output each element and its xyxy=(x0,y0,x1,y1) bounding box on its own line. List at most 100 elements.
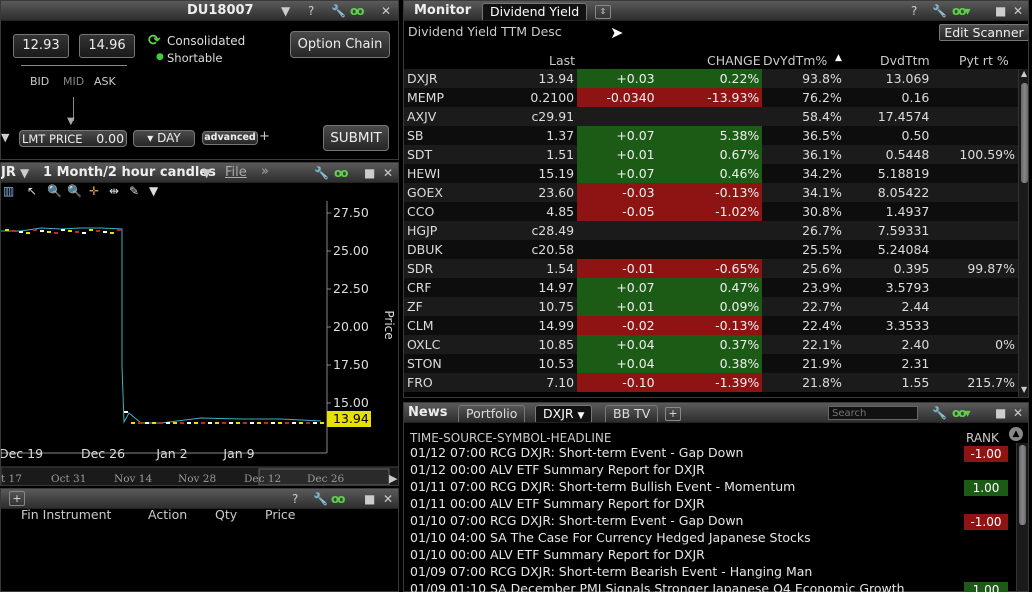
table-row[interactable]: GOEX 23.60 -0.03 -0.13% 34.1% 8.05422 xyxy=(404,183,1018,202)
table-row[interactable]: SDR 1.54 -0.01 -0.65% 25.6% 0.395 99.87% xyxy=(404,259,1018,278)
news-collapse-icon[interactable]: ▲ xyxy=(1009,427,1023,441)
account-dropdown-icon[interactable]: ▼ xyxy=(281,4,291,18)
news-item[interactable]: 01/11 00:00 ALV ETF Summary Report for D… xyxy=(410,496,705,511)
close-icon[interactable]: ✕ xyxy=(381,4,392,18)
wrench-icon[interactable]: 🔧 xyxy=(331,4,346,18)
table-row[interactable]: MEMP 0.2100 -0.0340 -13.93% 76.2% 0.16 xyxy=(404,88,1018,107)
chart-period[interactable]: 1 Month/2 hour candles xyxy=(43,165,216,180)
news-item[interactable]: 01/10 00:00 ALV ETF Summary Report for D… xyxy=(410,547,705,562)
col-price[interactable]: Price xyxy=(265,507,296,522)
crosshair-icon[interactable]: ✛ xyxy=(89,184,100,198)
refresh-icon[interactable]: ⟳ xyxy=(148,31,161,49)
pan-icon[interactable]: ⇹ xyxy=(109,184,120,198)
toolbar-more-icon[interactable]: ▼ xyxy=(149,184,159,198)
table-row[interactable]: OXLC 10.85 +0.04 0.37% 22.1% 2.40 0% xyxy=(404,335,1018,354)
news-item[interactable]: 01/12 00:00 ALV ETF Summary Report for D… xyxy=(410,462,705,477)
tab-scroll-icon[interactable]: ⇕ xyxy=(595,5,611,19)
news-item[interactable]: 01/10 07:00 RCG DXJR: Short-term Event -… xyxy=(410,513,744,528)
submit-button[interactable]: SUBMIT xyxy=(323,125,389,151)
chart-link-icon[interactable]: oo xyxy=(334,166,348,180)
zoom-out-icon[interactable]: 🔍 xyxy=(67,184,82,198)
news-item[interactable]: 01/09 07:00 RCG DXJR: Short-term Bearish… xyxy=(410,564,813,579)
table-row[interactable]: SB 1.37 +0.07 5.38% 36.5% 0.50 xyxy=(404,126,1018,145)
help-icon[interactable]: ? xyxy=(308,4,315,18)
chart-wrench-icon[interactable]: 🔧 xyxy=(314,166,329,180)
tab-dividend-yield[interactable]: Dividend Yield xyxy=(482,3,588,20)
table-row[interactable]: DXJR 13.94 +0.03 0.22% 93.8% 13.069 xyxy=(404,69,1018,88)
col-dvdttm[interactable]: DvdTtm xyxy=(880,53,930,68)
option-chain-button[interactable]: Option Chain xyxy=(290,31,390,58)
monitor-help-icon[interactable]: ? xyxy=(911,4,918,18)
side-dropdown-icon[interactable]: ▼ xyxy=(1,131,10,144)
news-item[interactable]: 01/12 07:00 RCG DXJR: Short-term Event -… xyxy=(410,445,744,460)
table-row[interactable]: FRO 7.10 -0.10 -1.39% 21.8% 1.55 215.7% xyxy=(404,373,1018,392)
table-row[interactable]: HGJP c28.49 26.7% 7.59331 xyxy=(404,221,1018,240)
tab-monitor[interactable]: Monitor xyxy=(414,3,472,18)
navigator-right-icon[interactable]: ▶ xyxy=(389,472,398,485)
chart-minimize-icon[interactable]: ■ xyxy=(364,166,376,180)
navigator-bar[interactable]: t 17 Oct 31 Nov 14 Nov 28 Dec 12 Dec 26 ▶ xyxy=(1,466,399,486)
table-row[interactable]: SDT 1.51 +0.01 0.67% 36.1% 0.5448 100.59% xyxy=(404,145,1018,164)
ask-price[interactable]: 14.96 xyxy=(79,34,135,58)
more-menu[interactable]: » xyxy=(261,164,269,179)
monitor-scrollbar[interactable]: ▲ ▼ xyxy=(1018,69,1028,397)
table-row[interactable]: CRF 14.97 +0.07 0.47% 23.9% 3.5793 xyxy=(404,278,1018,297)
tab-news[interactable]: News xyxy=(408,405,448,420)
monitor-wrench-icon[interactable]: 🔧 xyxy=(932,4,947,18)
col-change[interactable]: CHANGE xyxy=(707,53,761,68)
news-add-tab-icon[interactable]: + xyxy=(665,407,681,421)
order-type-box[interactable]: LMT PRICE 0.00 xyxy=(19,130,127,147)
scroll-down-icon[interactable]: ▼ xyxy=(1021,385,1028,394)
table-row[interactable]: DBUK c20.58 25.5% 5.24084 xyxy=(404,240,1018,259)
col-pyt-rt[interactable]: Pyt rt % xyxy=(959,53,1009,68)
col-last[interactable]: Last xyxy=(549,53,576,68)
news-scroll-thumb[interactable] xyxy=(1019,445,1026,525)
tab-portfolio[interactable]: Portfolio xyxy=(458,405,526,422)
tab-dxjr[interactable]: DXJR ▼ xyxy=(535,405,593,422)
orders-minimize-icon[interactable]: ■ xyxy=(364,492,376,506)
news-item[interactable]: 01/11 07:00 RCG DXJR: Short-term Bullish… xyxy=(410,479,796,494)
orders-wrench-icon[interactable]: 🔧 xyxy=(313,492,328,506)
order-price-value[interactable]: 0.00 xyxy=(96,131,125,146)
news-search-input[interactable] xyxy=(828,406,918,420)
col-action[interactable]: Action xyxy=(148,507,188,522)
draw-icon[interactable]: ✎ xyxy=(129,184,140,198)
news-link-icon[interactable]: oo▾ xyxy=(952,406,970,420)
table-row[interactable]: AXJV c29.91 58.4% 17.4574 xyxy=(404,107,1018,126)
link-icon[interactable]: oo xyxy=(350,4,364,18)
orders-help-icon[interactable]: ? xyxy=(292,492,299,506)
table-row[interactable]: ZF 10.75 +0.01 0.09% 22.7% 2.44 xyxy=(404,297,1018,316)
scroll-up-icon[interactable]: ▲ xyxy=(1021,69,1028,78)
monitor-scroll-thumb[interactable] xyxy=(1021,83,1028,183)
col-fin-instrument[interactable]: Fin Instrument xyxy=(21,507,112,522)
tab-bb-tv[interactable]: BB TV xyxy=(605,405,659,422)
orders-add-tab-icon[interactable]: + xyxy=(9,491,25,506)
period-dropdown-icon[interactable]: ▼ xyxy=(202,166,212,180)
table-row[interactable]: CLM 14.99 -0.02 -0.13% 22.4% 3.3533 xyxy=(404,316,1018,335)
news-item[interactable]: 01/09 01:10 SA December PMI Signals Stro… xyxy=(410,581,905,592)
advanced-button[interactable]: advanced xyxy=(202,131,258,145)
symbol-dropdown-icon[interactable]: ▼ xyxy=(20,166,30,180)
news-item[interactable]: 01/10 04:00 SA The Case For Currency Hed… xyxy=(410,530,811,545)
table-row[interactable]: HEWI 15.19 +0.07 0.46% 34.2% 5.18819 xyxy=(404,164,1018,183)
news-scrollbar[interactable] xyxy=(1016,443,1028,591)
orders-link-icon[interactable]: oo xyxy=(331,492,345,506)
table-row[interactable]: CCO 4.85 -0.05 -1.02% 30.8% 1.4937 xyxy=(404,202,1018,221)
zoom-in-icon[interactable]: 🔍 xyxy=(47,184,62,198)
col-qty[interactable]: Qty xyxy=(215,507,238,522)
monitor-minimize-icon[interactable]: ■ xyxy=(995,4,1007,18)
monitor-link-icon[interactable]: oo▾ xyxy=(952,4,970,18)
file-menu[interactable]: File xyxy=(225,165,247,180)
table-row[interactable]: STON 10.53 +0.04 0.38% 21.9% 2.31 xyxy=(404,354,1018,373)
bar-type-icon[interactable]: ▥ xyxy=(3,184,15,198)
cursor-icon[interactable]: ↖ xyxy=(27,184,38,198)
bid-price[interactable]: 12.93 xyxy=(13,34,69,58)
news-close-icon[interactable]: ✕ xyxy=(1013,406,1024,420)
orders-close-icon[interactable]: ✕ xyxy=(383,492,394,506)
chart-close-icon[interactable]: ✕ xyxy=(383,166,394,180)
tif-dropdown[interactable]: ▾ DAY xyxy=(133,130,195,147)
news-wrench-icon[interactable]: 🔧 xyxy=(932,406,947,420)
advanced-plus-icon[interactable]: + xyxy=(259,129,270,144)
edit-scanner-button[interactable]: Edit Scanner xyxy=(939,24,1028,41)
